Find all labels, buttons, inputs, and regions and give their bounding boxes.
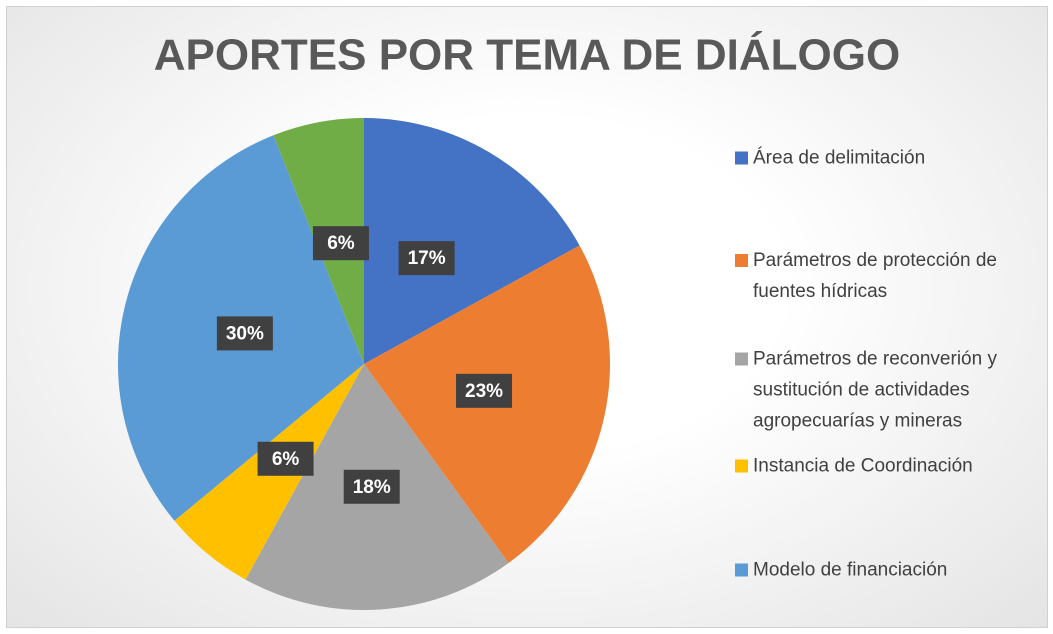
legend-swatch [735, 352, 748, 366]
data-label-box [456, 373, 513, 408]
data-label-box [343, 469, 400, 504]
legend-label: Parámetros de reconverión y sustitución … [753, 348, 997, 432]
legend-swatch [735, 151, 748, 165]
legend-swatch [735, 254, 748, 267]
data-label-text: 18% [353, 477, 391, 498]
data-label: 30% [216, 316, 273, 351]
legend-label: Parámetros de protección de fuentes hídr… [753, 250, 997, 302]
data-label-box [398, 241, 455, 276]
data-label-text: 17% [408, 248, 446, 269]
legend-label: Instancia de Coordinación [753, 455, 973, 477]
data-label: 18% [343, 469, 400, 504]
legend-label: Área de delimitación [753, 147, 926, 169]
chart-title: APORTES POR TEMA DE DIÁLOGO [154, 30, 900, 80]
data-label-box [216, 316, 273, 351]
data-label-box [312, 226, 369, 261]
data-label: 6% [312, 226, 369, 261]
pie-slice [364, 118, 580, 364]
legend-item: Parámetros de protección de fuentes hídr… [735, 245, 1035, 307]
legend-swatch [735, 563, 748, 577]
data-label: 17% [398, 241, 455, 276]
legend-item: Área de delimitación [735, 143, 1035, 174]
data-label-text: 6% [272, 449, 300, 470]
data-label-text: 23% [465, 381, 503, 402]
data-label-text: 30% [226, 323, 264, 344]
data-label: 6% [257, 441, 314, 476]
data-label-text: 6% [327, 233, 355, 254]
data-label: 23% [456, 373, 513, 408]
legend-item: Modelo de financiación [735, 555, 1035, 586]
legend-item: Parámetros de reconverión y sustitución … [735, 344, 1035, 437]
legend-swatch [735, 459, 748, 473]
data-label-box [257, 441, 314, 476]
legend-label: Modelo de financiación [753, 559, 948, 581]
legend-item: Instancia de Coordinación [735, 451, 1035, 482]
